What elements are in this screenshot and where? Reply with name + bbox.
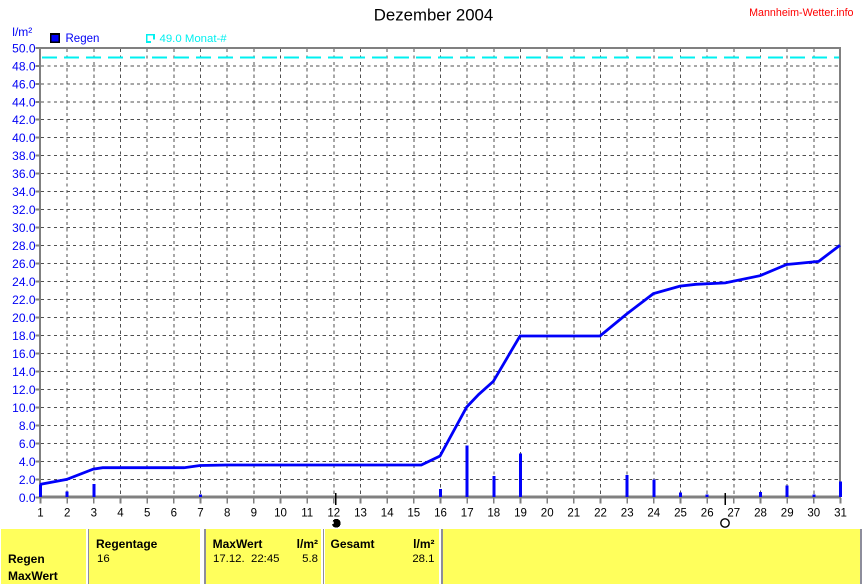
svg-text:0.0: 0.0 <box>19 491 36 505</box>
svg-text:1: 1 <box>37 508 43 520</box>
svg-text:28: 28 <box>754 508 767 520</box>
svg-text:14.0: 14.0 <box>12 365 36 379</box>
svg-text:22: 22 <box>594 508 607 520</box>
svg-text:44.0: 44.0 <box>12 95 36 109</box>
svg-text:23: 23 <box>621 508 634 520</box>
svg-text:42.0: 42.0 <box>12 113 36 127</box>
svg-text:40.0: 40.0 <box>12 131 36 145</box>
svg-text:7: 7 <box>197 508 203 520</box>
svg-text:15: 15 <box>407 508 420 520</box>
svg-text:10.0: 10.0 <box>12 401 36 415</box>
svg-text:49.0 Monat-#: 49.0 Monat-# <box>160 33 228 45</box>
svg-text:17: 17 <box>461 508 474 520</box>
svg-text:6.0: 6.0 <box>19 437 36 451</box>
svg-text:18.0: 18.0 <box>12 329 36 343</box>
svg-text:48.0: 48.0 <box>12 59 36 73</box>
svg-text:6: 6 <box>171 508 177 520</box>
svg-text:l/m²: l/m² <box>12 25 32 39</box>
svg-text:2: 2 <box>64 508 70 520</box>
svg-text:2.0: 2.0 <box>19 473 36 487</box>
svg-text:16.0: 16.0 <box>12 347 36 361</box>
svg-text:50.0: 50.0 <box>12 41 36 55</box>
svg-text:26.0: 26.0 <box>12 257 36 271</box>
svg-text:24.0: 24.0 <box>12 275 36 289</box>
svg-text:29: 29 <box>781 508 794 520</box>
svg-text:18: 18 <box>487 508 500 520</box>
svg-text:16: 16 <box>434 508 447 520</box>
svg-text:10: 10 <box>274 508 287 520</box>
svg-text:30.0: 30.0 <box>12 221 36 235</box>
svg-text:8: 8 <box>224 508 230 520</box>
svg-text:25: 25 <box>674 508 687 520</box>
svg-text:22.0: 22.0 <box>12 293 36 307</box>
svg-text:5: 5 <box>144 508 150 520</box>
svg-text:34.0: 34.0 <box>12 185 36 199</box>
svg-text:13: 13 <box>354 508 367 520</box>
svg-text:Regen: Regen <box>66 33 100 45</box>
svg-text:38.0: 38.0 <box>12 149 36 163</box>
svg-text:8.0: 8.0 <box>19 419 36 433</box>
svg-text:Mannheim-Wetter.info: Mannheim-Wetter.info <box>749 7 853 19</box>
svg-text:14: 14 <box>381 508 394 520</box>
svg-text:12.0: 12.0 <box>12 383 36 397</box>
svg-text:24: 24 <box>647 508 660 520</box>
svg-text:30: 30 <box>807 508 820 520</box>
svg-text:27: 27 <box>727 508 740 520</box>
svg-text:Dezember 2004: Dezember 2004 <box>374 6 493 25</box>
svg-text:19: 19 <box>514 508 527 520</box>
svg-text:4: 4 <box>117 508 124 520</box>
svg-text:26: 26 <box>701 508 714 520</box>
svg-text:9: 9 <box>251 508 257 520</box>
svg-text:21: 21 <box>567 508 580 520</box>
svg-text:46.0: 46.0 <box>12 77 36 91</box>
svg-text:31: 31 <box>834 508 847 520</box>
svg-text:3: 3 <box>91 508 97 520</box>
svg-text:28.0: 28.0 <box>12 239 36 253</box>
svg-text:12: 12 <box>327 508 340 520</box>
svg-text:36.0: 36.0 <box>12 167 36 181</box>
svg-text:11: 11 <box>301 508 313 520</box>
svg-text:20.0: 20.0 <box>12 311 36 325</box>
svg-text:20: 20 <box>541 508 554 520</box>
svg-text:4.0: 4.0 <box>19 455 36 469</box>
svg-text:32.0: 32.0 <box>12 203 36 217</box>
